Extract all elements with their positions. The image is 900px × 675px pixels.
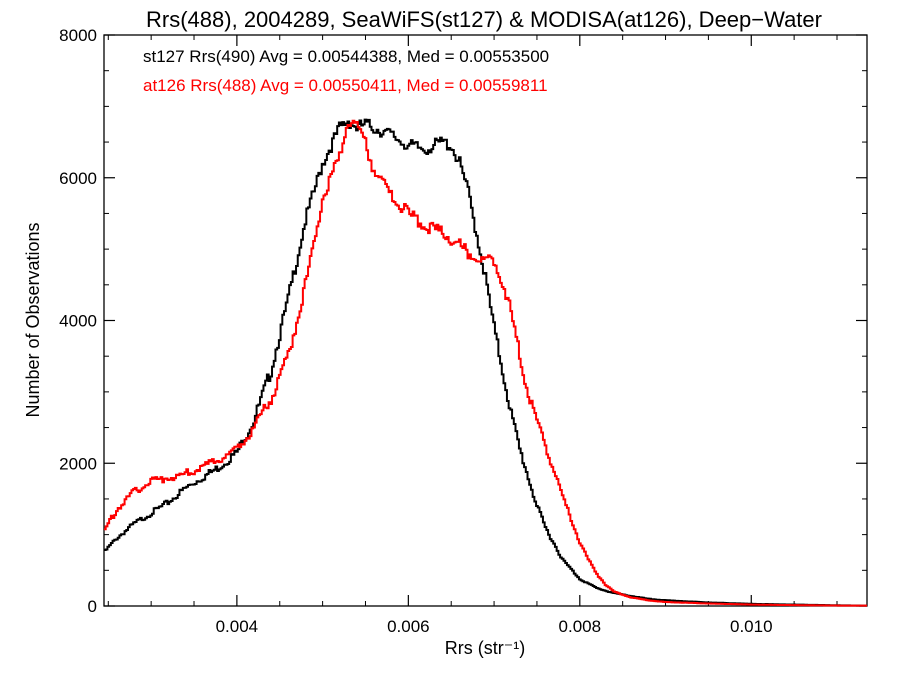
x-axis-title: Rrs (str⁻¹): [445, 638, 525, 658]
x-tick-label: 0.008: [559, 617, 602, 636]
y-axis-title: Number of Observations: [23, 222, 43, 417]
y-tick-label: 6000: [59, 169, 97, 188]
y-tick-label: 4000: [59, 312, 97, 331]
x-tick-label: 0.004: [216, 617, 259, 636]
annotation-st127: st127 Rrs(490) Avg = 0.00544388, Med = 0…: [143, 47, 549, 66]
axis-ticks: 0.004 0.006 0.008 0.010 0 2000 4000 6000 8000: [59, 26, 867, 636]
series-layer: [104, 118, 867, 607]
y-tick-label: 2000: [59, 454, 97, 473]
annotation-at126: at126 Rrs(488) Avg = 0.00550411, Med = 0…: [143, 76, 548, 95]
series-at126-line: [104, 119, 867, 607]
y-tick-label: 0: [88, 597, 97, 616]
plot-frame: [103, 34, 868, 607]
x-tick-label: 0.010: [730, 617, 773, 636]
chart-title: Rrs(488), 2004289, SeaWiFS(st127) & MODI…: [146, 7, 822, 32]
x-tick-label: 0.006: [387, 617, 430, 636]
y-tick-label: 8000: [59, 26, 97, 45]
series-st127-line: [104, 118, 867, 607]
